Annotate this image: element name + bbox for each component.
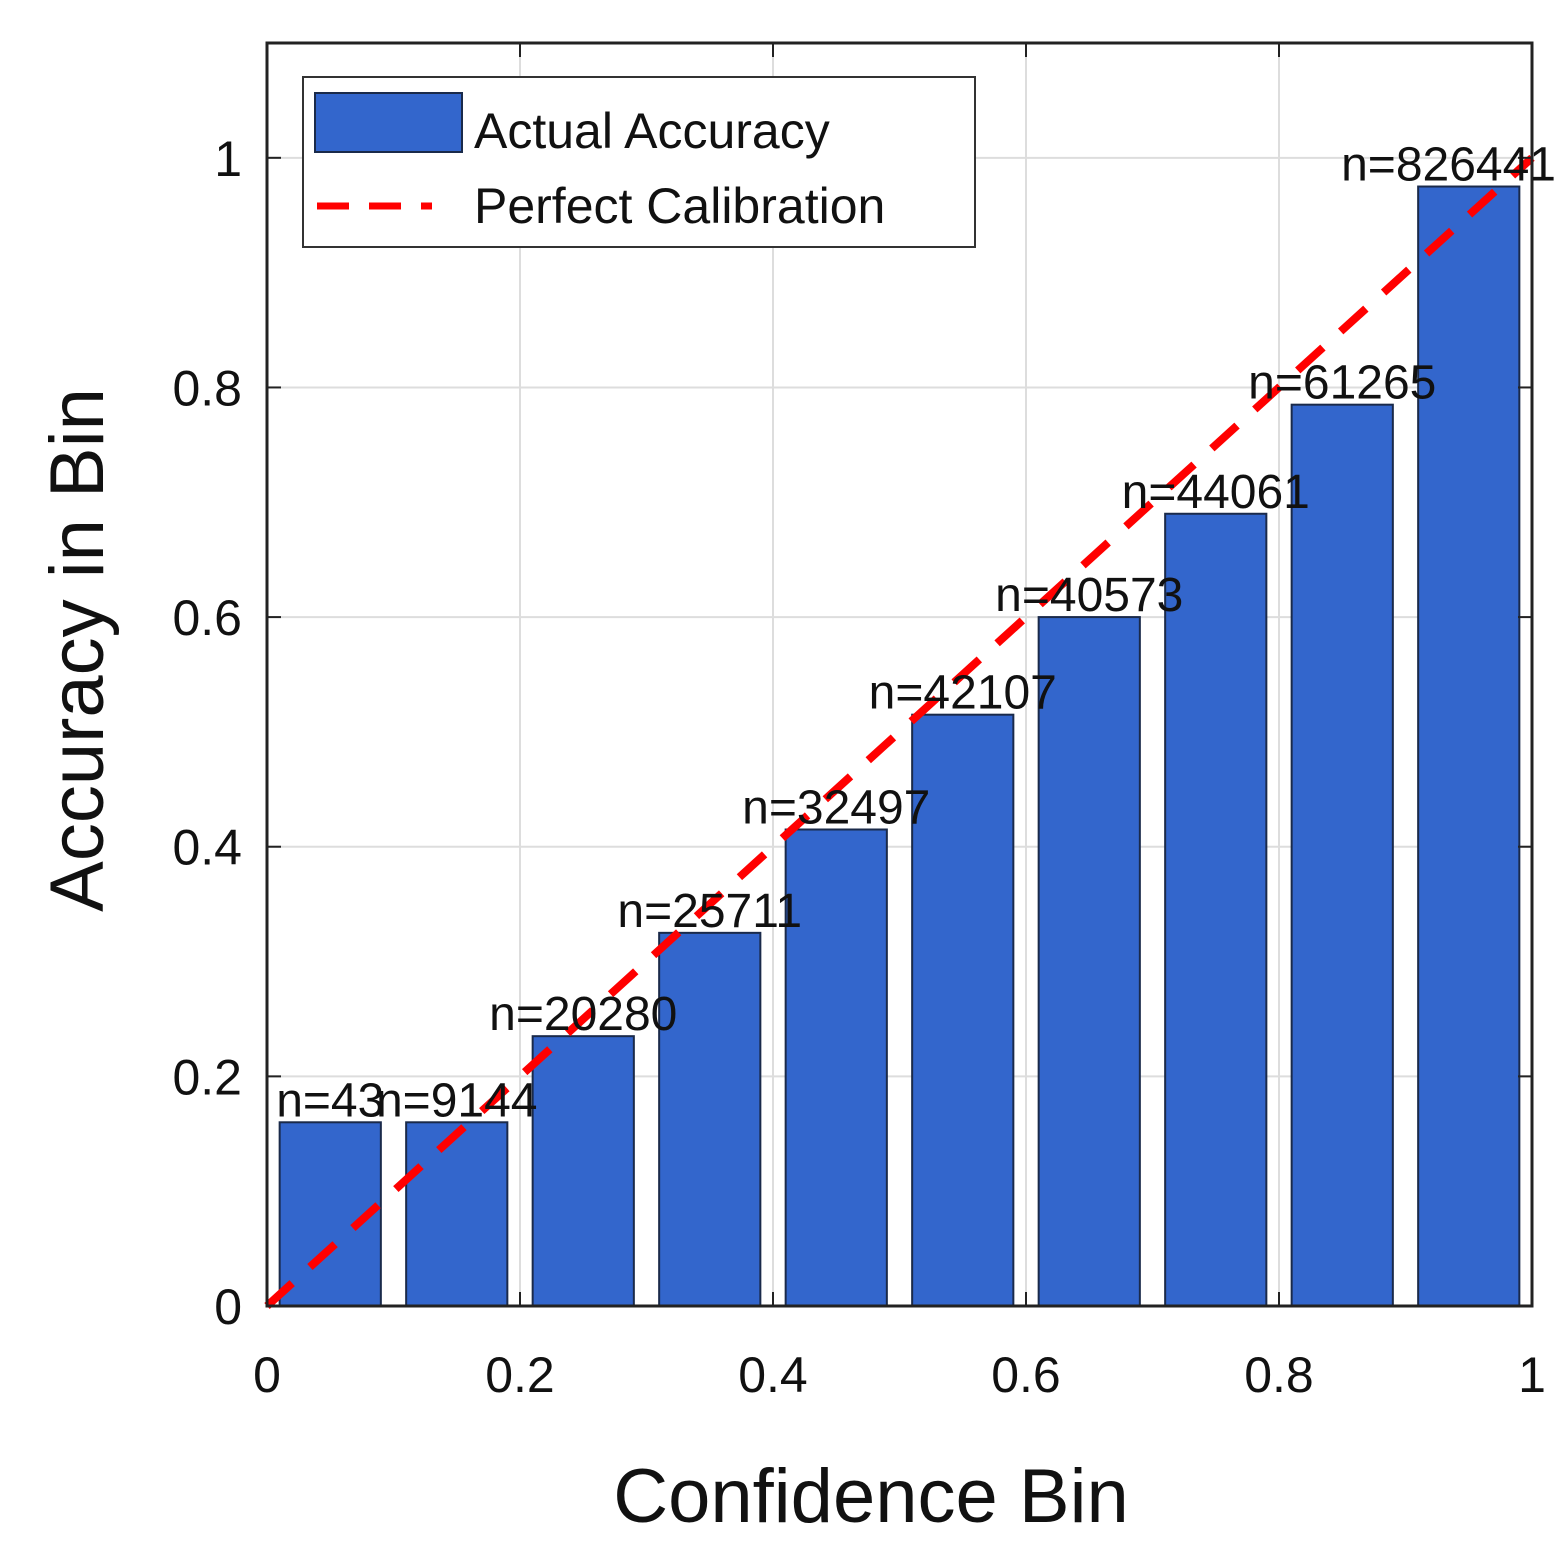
x-tick-label: 1 [1518, 1347, 1546, 1403]
bar [1164, 512, 1268, 1307]
bar [1417, 185, 1521, 1308]
bar [658, 931, 762, 1307]
legend-label-actual-accuracy: Actual Accuracy [474, 103, 830, 159]
x-tick-label: 0.4 [738, 1347, 808, 1403]
y-axis-title: Accuracy in Bin [35, 388, 120, 912]
reference-line-layer [264, 154, 1535, 1309]
y-tick-label: 0 [214, 1279, 242, 1335]
x-axis-title: Confidence Bin [613, 1454, 1128, 1539]
bar [531, 1035, 635, 1307]
bar-count-label: n=43 [276, 1074, 384, 1127]
axes-box [265, 41, 1534, 1308]
bar-count-label: n=32497 [742, 782, 930, 835]
bar-count-label: n=25711 [617, 885, 802, 938]
bar-count-label: n=44061 [1122, 466, 1310, 519]
bar [1290, 403, 1394, 1308]
y-tick-label: 0.2 [172, 1049, 242, 1105]
x-tick-label: 0.6 [991, 1347, 1061, 1403]
y-tick-label: 0.6 [172, 590, 242, 646]
bar [784, 828, 888, 1307]
bar-count-label: n=40573 [995, 569, 1183, 622]
y-tick-label: 1 [214, 131, 242, 187]
y-tick-label: 0.4 [172, 820, 242, 876]
bar [1037, 616, 1141, 1307]
bar-count-label: n=826441 [1341, 139, 1556, 192]
bar-count-label: n=9144 [376, 1074, 538, 1127]
y-tick-label: 0.8 [172, 360, 242, 416]
perfect-calibration-line [264, 154, 1535, 1309]
legend: Actual Accuracy Perfect Calibration [302, 76, 976, 248]
bar-count-label: n=20280 [489, 988, 677, 1041]
bar-count-label: n=61265 [1248, 357, 1436, 410]
x-tick-label: 0.2 [485, 1347, 555, 1403]
x-tick-label: 0 [253, 1347, 281, 1403]
bar [405, 1121, 509, 1307]
x-tick-label: 0.8 [1244, 1347, 1314, 1403]
bar [911, 713, 1015, 1307]
legend-label-perfect-calibration: Perfect Calibration [474, 178, 885, 234]
axis-layer: 0 0.2 0.4 0.6 0.8 1 0 0.2 0.4 0.6 0.8 1 [172, 41, 1546, 1403]
bar-layer [278, 185, 1521, 1308]
legend-swatch-bar [314, 92, 463, 153]
bar-count-label: n=42107 [869, 667, 1057, 720]
bar-label-layer: n=43n=9144 n=20280 n=25711 n=32497 n=42107 n=… [276, 139, 1556, 1128]
